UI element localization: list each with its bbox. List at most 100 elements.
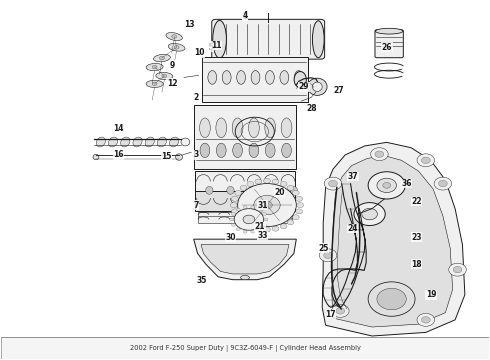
Text: 3: 3 [194,150,199,159]
Text: 10: 10 [194,48,204,57]
Text: 25: 25 [318,244,329,253]
Text: 7: 7 [194,201,199,210]
Ellipse shape [241,275,249,280]
Circle shape [368,172,405,199]
Text: 9: 9 [169,61,174,70]
Circle shape [377,288,406,310]
Text: 19: 19 [426,290,436,299]
Circle shape [280,181,287,186]
Ellipse shape [108,137,118,147]
Circle shape [295,209,302,214]
Circle shape [434,177,452,190]
FancyBboxPatch shape [212,19,325,59]
Ellipse shape [248,118,259,138]
Circle shape [152,82,157,86]
Circle shape [254,195,280,215]
Circle shape [243,230,247,233]
Ellipse shape [232,118,243,138]
Circle shape [295,196,302,201]
Circle shape [243,215,255,224]
Ellipse shape [280,71,289,84]
Circle shape [370,148,388,161]
Text: 15: 15 [161,152,172,161]
Circle shape [230,218,234,221]
Circle shape [272,179,279,184]
Circle shape [159,56,164,60]
Text: 29: 29 [299,82,309,91]
Text: 5: 5 [208,43,214,52]
Circle shape [255,226,262,231]
Ellipse shape [146,80,163,87]
Circle shape [238,184,296,226]
Text: 26: 26 [382,43,392,52]
Ellipse shape [313,82,322,91]
Text: 13: 13 [184,19,195,28]
Ellipse shape [282,143,292,158]
Circle shape [258,208,262,211]
Ellipse shape [216,118,227,138]
Circle shape [336,308,344,314]
Circle shape [232,224,236,226]
Text: 31: 31 [257,201,268,210]
FancyBboxPatch shape [195,191,295,211]
Ellipse shape [199,118,210,138]
Circle shape [293,190,299,195]
Ellipse shape [200,143,210,158]
Circle shape [324,177,342,190]
FancyBboxPatch shape [194,105,296,169]
Ellipse shape [121,137,130,147]
Circle shape [231,209,238,214]
Ellipse shape [308,78,327,95]
Circle shape [243,206,247,209]
Circle shape [453,266,462,273]
Circle shape [247,181,254,186]
Ellipse shape [93,154,99,160]
Circle shape [324,252,332,258]
Circle shape [421,157,430,163]
Text: 16: 16 [113,150,123,159]
Circle shape [417,314,435,326]
Circle shape [235,215,242,220]
Circle shape [439,180,447,187]
Circle shape [264,227,270,232]
Ellipse shape [206,186,213,194]
Ellipse shape [233,143,243,158]
Circle shape [417,154,435,167]
Ellipse shape [166,32,182,41]
Text: 37: 37 [347,172,358,181]
Circle shape [174,45,179,49]
Text: 4: 4 [242,10,247,19]
Circle shape [377,178,396,193]
Ellipse shape [294,72,306,87]
Ellipse shape [266,71,274,84]
Text: 2: 2 [194,93,199,102]
Circle shape [331,305,349,318]
Circle shape [234,209,264,230]
Circle shape [354,203,385,226]
Text: 21: 21 [255,222,265,231]
Ellipse shape [313,21,324,58]
Ellipse shape [181,138,190,146]
Text: 20: 20 [274,188,285,197]
Circle shape [240,220,247,225]
Circle shape [172,35,176,39]
Ellipse shape [175,154,182,160]
Ellipse shape [227,186,234,194]
Ellipse shape [153,54,171,62]
Ellipse shape [251,71,260,84]
Text: 18: 18 [411,260,422,269]
Ellipse shape [157,137,167,147]
Ellipse shape [265,143,275,158]
Circle shape [264,178,270,183]
Circle shape [240,185,247,190]
Text: 28: 28 [306,104,317,113]
Text: 30: 30 [225,233,236,242]
Circle shape [230,203,237,208]
Ellipse shape [96,137,105,147]
Ellipse shape [265,118,275,138]
Circle shape [262,224,266,226]
Circle shape [236,228,240,231]
Circle shape [235,190,242,195]
Circle shape [329,180,337,187]
Polygon shape [322,142,465,336]
